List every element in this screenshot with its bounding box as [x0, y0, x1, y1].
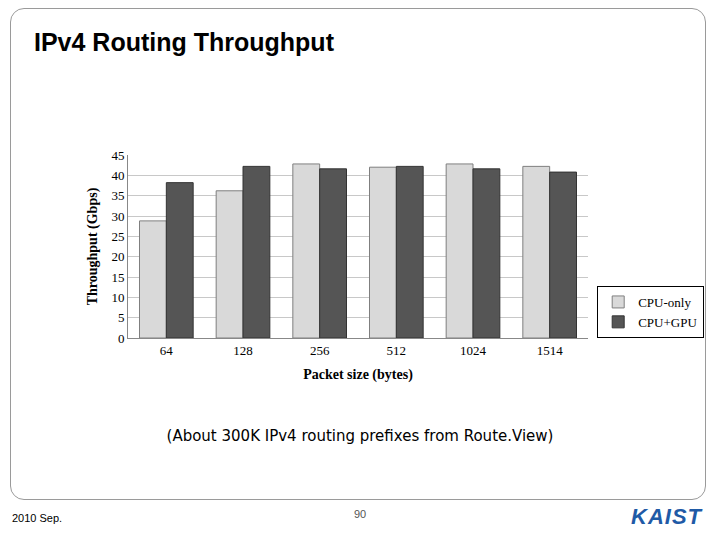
svg-text:20: 20	[111, 249, 124, 264]
svg-text:256: 256	[310, 343, 330, 358]
html-text:KAIST: KAIST	[631, 504, 702, 529]
svg-text:Packet size (bytes): Packet size (bytes)	[303, 367, 413, 383]
svg-text:1024: 1024	[460, 343, 487, 358]
svg-text:35: 35	[111, 188, 124, 203]
svg-text:512: 512	[387, 343, 407, 358]
svg-text:15: 15	[111, 270, 124, 285]
svg-text:128: 128	[233, 343, 253, 358]
svg-text:CPU-only: CPU-only	[638, 295, 691, 310]
svg-text:Throughput (Gbps): Throughput (Gbps)	[85, 187, 101, 305]
html-text:IPv4 Routing Throughput: IPv4 Routing Throughput	[34, 28, 334, 56]
svg-text:45: 45	[111, 148, 124, 163]
svg-text:64: 64	[160, 343, 174, 358]
html-text:90: 90	[353, 508, 367, 520]
svg-text:30: 30	[111, 209, 124, 224]
svg-text:1514: 1514	[537, 343, 564, 358]
html-text:(About 300K IPv4 routing prefi: (About 300K IPv4 routing prefixes from R…	[166, 427, 554, 445]
svg-text:0: 0	[118, 331, 125, 346]
svg-text:5: 5	[118, 310, 125, 325]
svg-text:40: 40	[111, 168, 124, 183]
svg-text:25: 25	[111, 229, 124, 244]
svg-text:CPU+GPU: CPU+GPU	[638, 315, 697, 330]
svg-text:10: 10	[111, 290, 124, 305]
html-text:2010 Sep.: 2010 Sep.	[12, 512, 63, 524]
